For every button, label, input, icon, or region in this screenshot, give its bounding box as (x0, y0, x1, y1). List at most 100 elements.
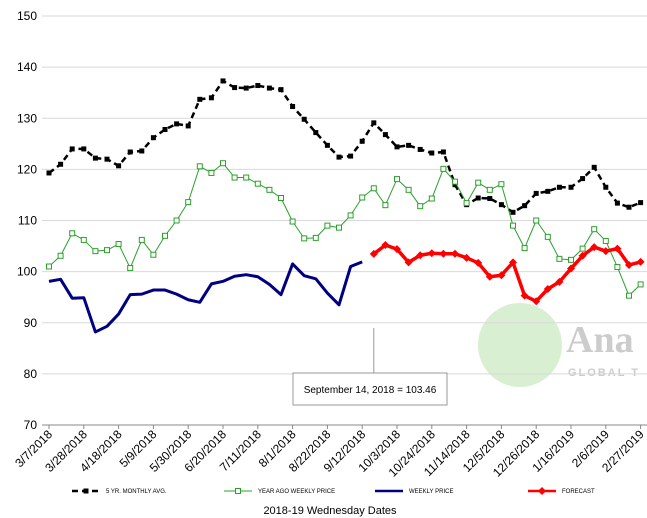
point (509, 258, 517, 267)
point (313, 130, 319, 136)
point (312, 234, 319, 241)
point (83, 488, 89, 494)
point (578, 251, 587, 260)
point (69, 230, 76, 237)
point (406, 142, 412, 148)
point (150, 135, 156, 141)
point (336, 154, 342, 160)
point (347, 212, 354, 219)
point (138, 236, 145, 243)
point (463, 200, 470, 207)
y-tick-label: 80 (24, 367, 38, 381)
point (382, 132, 388, 138)
point (510, 222, 516, 229)
legend-label: 5 YR. MONTHLY AVG. (106, 489, 167, 495)
series-line (372, 243, 642, 304)
point (127, 149, 133, 155)
point (452, 182, 458, 188)
point (555, 277, 564, 286)
point (556, 184, 562, 190)
point (614, 264, 621, 271)
point (220, 160, 226, 167)
y-tick-label: 120 (17, 162, 37, 176)
point (580, 176, 586, 182)
point (162, 126, 168, 132)
y-tick-label: 130 (17, 111, 37, 125)
point (46, 170, 52, 176)
point (487, 196, 493, 202)
watermark-text: GLOBAL T (568, 367, 640, 379)
legend-label: WEEKLY PRICE (409, 489, 453, 495)
point (359, 138, 365, 144)
point (382, 202, 389, 209)
point (602, 237, 609, 244)
point (603, 184, 609, 190)
legend-label: FORECAST (562, 489, 595, 495)
point (58, 161, 64, 167)
point (498, 181, 505, 188)
point (544, 233, 551, 240)
series (48, 260, 363, 334)
point (92, 155, 98, 161)
point (417, 146, 423, 152)
point (404, 258, 413, 267)
point (533, 217, 540, 224)
y-tick-label: 140 (17, 60, 37, 74)
point (510, 209, 516, 215)
point (243, 85, 249, 91)
point (150, 251, 157, 258)
point (417, 203, 424, 210)
point (57, 252, 64, 259)
point (289, 218, 296, 225)
point (235, 488, 241, 494)
point (601, 247, 610, 256)
point (324, 142, 330, 148)
point (545, 188, 551, 194)
y-tick-label: 110 (18, 214, 37, 228)
point (196, 163, 203, 170)
point (301, 235, 308, 242)
point (394, 144, 400, 150)
point (497, 271, 506, 280)
point (625, 260, 633, 269)
point (533, 190, 539, 196)
point (614, 200, 620, 206)
point (532, 297, 541, 306)
point (46, 263, 52, 270)
point (324, 222, 331, 229)
point (162, 232, 168, 239)
point (520, 291, 529, 300)
series (46, 160, 644, 299)
point (568, 256, 574, 263)
point (427, 249, 436, 258)
point (92, 248, 99, 255)
point (232, 85, 238, 91)
point (185, 199, 192, 206)
watermark: Ana GLOBAL T (478, 303, 640, 387)
series (369, 241, 645, 306)
point (290, 103, 296, 109)
watermark-text: Ana (566, 319, 634, 361)
point (475, 195, 481, 201)
point (266, 85, 272, 91)
point (475, 179, 482, 186)
point (439, 249, 448, 258)
annotation-box (292, 372, 448, 406)
point (139, 148, 145, 154)
point (174, 121, 180, 127)
point (370, 185, 377, 192)
point (115, 241, 122, 248)
point (416, 251, 425, 260)
series (46, 78, 644, 215)
point (636, 257, 645, 266)
point (405, 186, 412, 193)
point (197, 96, 203, 102)
point (255, 83, 261, 89)
point (208, 169, 215, 176)
series-line (48, 79, 642, 214)
point (116, 163, 122, 169)
point (626, 204, 632, 210)
series-line (48, 260, 363, 334)
point (451, 249, 459, 258)
